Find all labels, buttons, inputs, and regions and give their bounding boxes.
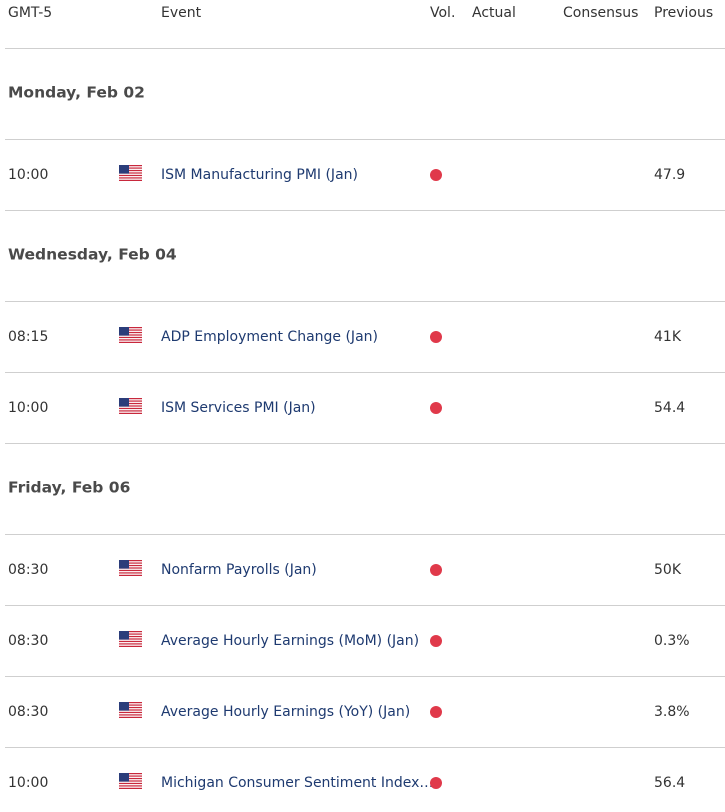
row-divider — [5, 210, 725, 211]
event-time: 10:00 — [8, 400, 49, 416]
country-flag — [119, 398, 142, 418]
volatility-dot — [430, 169, 442, 181]
event-name: Michigan Consumer Sentiment Index… — [161, 775, 434, 791]
column-header: Previous — [654, 5, 714, 21]
event-name: ADP Employment Change (Jan) — [161, 329, 378, 345]
previous-value: 47.9 — [654, 167, 686, 183]
previous-value: 56.4 — [654, 775, 686, 791]
column-header: Consensus — [563, 5, 639, 21]
volatility-dot — [430, 402, 442, 414]
country-flag — [119, 702, 142, 722]
event-time: 08:30 — [8, 704, 49, 720]
day-heading: Monday, Feb 02 — [8, 83, 145, 102]
event-time: 10:00 — [8, 775, 49, 791]
event-name: Average Hourly Earnings (MoM) (Jan) — [161, 633, 420, 649]
row-divider — [5, 747, 725, 748]
previous-value: 3.8% — [654, 704, 690, 720]
column-header: Event — [161, 5, 202, 21]
event-name: ISM Manufacturing PMI (Jan) — [161, 167, 358, 183]
row-divider — [5, 139, 725, 140]
previous-value: 54.4 — [654, 400, 686, 416]
event-time: 10:00 — [8, 167, 49, 183]
row-divider — [5, 443, 725, 444]
row-divider — [5, 605, 725, 606]
column-header: Actual — [472, 5, 516, 21]
event-time: 08:30 — [8, 562, 49, 578]
previous-value: 41K — [654, 329, 681, 345]
volatility-dot — [430, 635, 442, 647]
event-name: ISM Services PMI (Jan) — [161, 400, 316, 416]
day-heading: Friday, Feb 06 — [8, 478, 131, 497]
volatility-dot — [430, 564, 442, 576]
country-flag — [119, 773, 142, 793]
row-divider — [5, 372, 725, 373]
row-divider — [5, 534, 725, 535]
volatility-dot — [430, 331, 442, 343]
country-flag — [119, 327, 142, 347]
country-flag — [119, 165, 142, 185]
volatility-dot — [430, 777, 442, 789]
row-divider — [5, 301, 725, 302]
row-divider — [5, 676, 725, 677]
country-flag — [119, 631, 142, 651]
event-name: Nonfarm Payrolls (Jan) — [161, 562, 317, 578]
day-heading: Wednesday, Feb 04 — [8, 245, 177, 264]
previous-value: 50K — [654, 562, 681, 578]
event-time: 08:15 — [8, 329, 49, 345]
row-divider — [5, 48, 725, 49]
event-time: 08:30 — [8, 633, 49, 649]
previous-value: 0.3% — [654, 633, 690, 649]
country-flag — [119, 560, 142, 580]
event-name: Average Hourly Earnings (YoY) (Jan) — [161, 704, 411, 720]
column-header: Vol. — [430, 5, 456, 21]
column-header: GMT-5 — [8, 5, 53, 21]
volatility-dot — [430, 706, 442, 718]
